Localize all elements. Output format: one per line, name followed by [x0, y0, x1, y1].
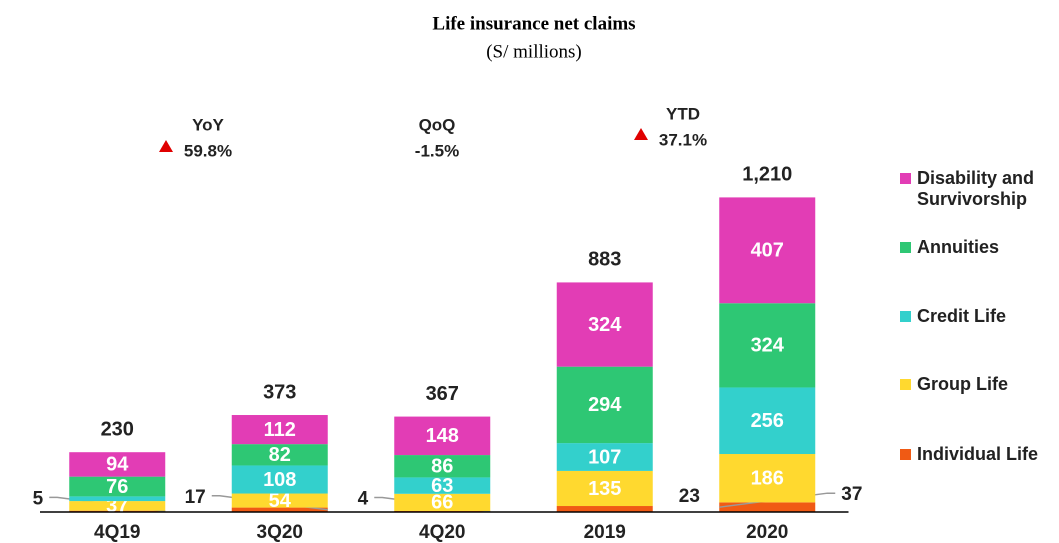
bar-segment [556, 470, 653, 507]
bar-segment [231, 415, 328, 445]
total-label: 373 [263, 381, 296, 403]
data-label: 66 [431, 492, 453, 514]
bar-segment [231, 493, 328, 508]
annotation-value: 59.8% [184, 141, 232, 160]
annotation-value: 37.1% [659, 130, 707, 149]
x-tick-label: 2019 [584, 522, 626, 543]
bar-segment [719, 454, 816, 503]
annotation-value: -1.5% [415, 141, 459, 160]
x-tick-label: 4Q19 [94, 522, 140, 543]
legend-swatch [900, 173, 911, 184]
data-label: 256 [751, 410, 784, 432]
bar-segment [69, 496, 166, 502]
legend-label: Disability and Survivorship [917, 168, 1035, 209]
data-label: 82 [269, 444, 291, 466]
data-label: 135 [588, 478, 621, 500]
data-label: 76 [106, 476, 128, 498]
annotation-label: YTD [666, 104, 700, 123]
legend-item: Individual Life [900, 444, 1059, 465]
bar-segment [719, 303, 816, 388]
x-tick-label: 3Q20 [257, 522, 303, 543]
data-label: 294 [588, 394, 622, 416]
total-label: 1,210 [742, 164, 792, 186]
data-label: 37 [841, 484, 862, 505]
legend-label: Credit Life [917, 306, 1007, 326]
data-label: 17 [185, 487, 206, 508]
bar-segment [719, 502, 816, 512]
chart-title: Life insurance net claims [432, 13, 635, 34]
bar-segment [231, 465, 328, 494]
up-arrow [634, 128, 648, 140]
legend-label: Individual Life [917, 444, 1039, 464]
data-label: 324 [588, 314, 622, 336]
bar-segment [394, 477, 491, 494]
legend-label: Annuities [917, 237, 1000, 257]
total-label: 883 [588, 249, 621, 271]
leader-line [719, 492, 836, 508]
bar-segment [231, 444, 328, 466]
data-label: 148 [426, 425, 459, 447]
bar-segment [69, 476, 166, 497]
annotation-label: YoY [192, 115, 224, 134]
x-tick-label: 4Q20 [419, 522, 465, 543]
bar-segment [394, 416, 491, 456]
bar-segment [69, 452, 166, 477]
total-label: 230 [101, 418, 134, 440]
bar-segment [719, 197, 816, 304]
bar-segment [556, 506, 653, 512]
data-label: 4 [358, 488, 369, 509]
bar-segment [556, 282, 653, 367]
x-tick-label: 2020 [746, 522, 788, 543]
legend-swatch [900, 242, 911, 253]
total-label: 367 [426, 383, 459, 405]
data-label: 107 [588, 446, 621, 468]
data-label: 324 [751, 335, 785, 357]
data-label: 54 [269, 490, 292, 512]
legend-item: Annuities [900, 237, 1059, 258]
legend-swatch [900, 379, 911, 390]
legend-item: Credit Life [900, 306, 1059, 327]
bar-segment [556, 443, 653, 471]
up-arrow [159, 140, 173, 152]
data-label: 63 [431, 475, 453, 497]
bar-segment [719, 387, 816, 455]
legend-label: Group Life [917, 374, 1008, 394]
legend-item: Disability and Survivorship [900, 168, 1059, 210]
bar-segment [231, 507, 328, 512]
data-label: 23 [679, 486, 700, 507]
bar-segment [394, 455, 491, 478]
bar-segment [394, 493, 491, 511]
bar-segment [556, 366, 653, 444]
data-label: 186 [751, 467, 784, 489]
data-label: 5 [33, 488, 44, 509]
data-label: 86 [431, 456, 453, 478]
data-label: 112 [264, 419, 296, 441]
data-label: 108 [263, 469, 296, 491]
legend-swatch [900, 449, 911, 460]
chart-subtitle: (S/ millions) [486, 41, 582, 62]
data-label: 94 [106, 454, 129, 476]
legend-item: Group Life [900, 374, 1059, 395]
legend-swatch [900, 311, 911, 322]
annotation-label: QoQ [419, 115, 456, 134]
data-label: 407 [751, 240, 784, 262]
bar-segment [69, 501, 166, 511]
